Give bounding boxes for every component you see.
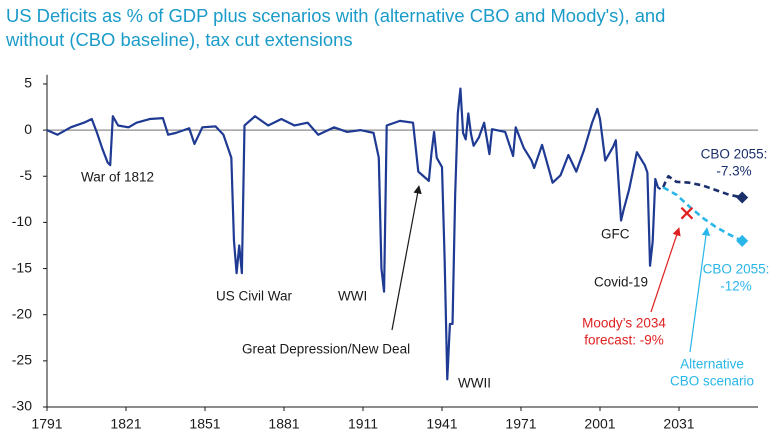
x-tick-label: 1881 <box>268 416 299 432</box>
series-line <box>46 87 662 381</box>
end-marker <box>736 191 749 204</box>
x-tick-label: 2031 <box>663 416 694 432</box>
y-tick-label: 0 <box>24 121 32 137</box>
title-line: without (CBO baseline), tax cut extensio… <box>6 29 353 50</box>
annotation: GFC <box>601 227 630 242</box>
x-tick-label: 1911 <box>348 416 378 432</box>
annotation: -12% <box>720 279 752 294</box>
annotation: CBO 2055: <box>701 147 768 162</box>
y-tick-label: -5 <box>20 167 33 183</box>
x-tick-label: 2001 <box>584 416 615 432</box>
annotation: Great Depression/New Deal <box>242 342 410 357</box>
arrow <box>391 185 422 331</box>
series-line <box>662 186 743 243</box>
x-marker <box>680 206 694 220</box>
x-tick-label: 1941 <box>426 416 457 432</box>
annotation: Alternative <box>680 357 744 372</box>
y-tick-label: -30 <box>12 398 32 414</box>
series-line <box>661 174 743 199</box>
x-tick-label: 1821 <box>110 416 141 432</box>
x-tick-label: 1791 <box>31 416 62 432</box>
annotation: CBO scenario <box>670 374 754 389</box>
arrow <box>689 227 711 353</box>
title-line: US Deficits as % of GDP plus scenarios w… <box>6 5 666 26</box>
arrow <box>650 227 681 313</box>
annotation: Covid-19 <box>594 275 648 290</box>
y-tick-label: -10 <box>12 213 32 229</box>
annotation: US Civil War <box>216 289 293 304</box>
y-tick-label: 5 <box>24 75 32 91</box>
annotation: WWII <box>458 376 491 391</box>
annotation: CBO 2055: <box>703 262 770 277</box>
y-tick-label: -20 <box>12 305 32 321</box>
x-tick-label: 1851 <box>189 416 220 432</box>
annotation: War of 1812 <box>81 170 154 185</box>
x-tick-label: 1971 <box>505 416 536 432</box>
annotation: forecast: -9% <box>584 333 664 348</box>
end-marker <box>736 234 749 247</box>
y-tick-label: -15 <box>12 259 32 275</box>
chart-title: US Deficits as % of GDP plus scenarios w… <box>6 4 781 52</box>
annotation: Moody’s 2034 <box>582 316 666 331</box>
y-tick-label: -25 <box>12 352 32 368</box>
annotation: WWI <box>338 289 367 304</box>
annotation: -7.3% <box>716 164 751 179</box>
